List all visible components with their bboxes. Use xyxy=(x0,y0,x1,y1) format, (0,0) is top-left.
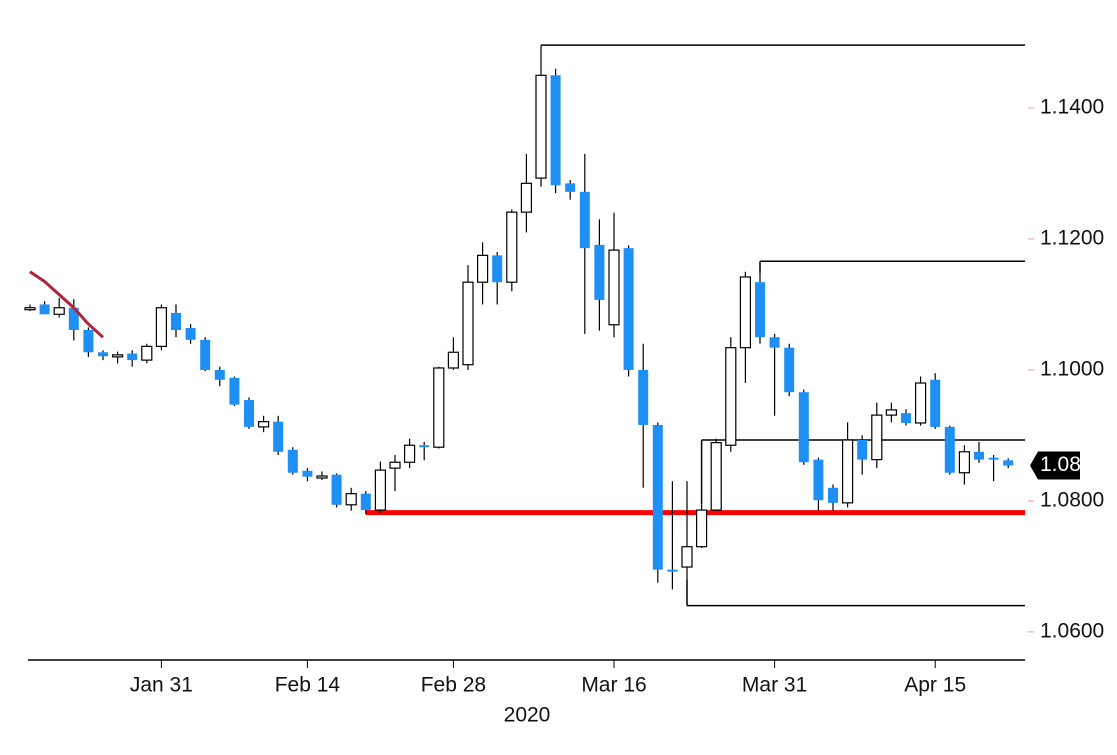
candle-body xyxy=(302,470,313,477)
candle-body xyxy=(784,347,795,393)
x-tick-label: Mar 16 xyxy=(581,674,646,697)
candle-body xyxy=(185,328,196,340)
x-tick-label: Feb 14 xyxy=(275,674,341,697)
candle-body xyxy=(171,312,181,330)
candle-body xyxy=(974,451,984,460)
candle-body xyxy=(550,75,561,186)
candle-body xyxy=(725,347,737,446)
moving-average xyxy=(29,270,105,339)
y-tick-label: 1.1200 xyxy=(1040,227,1104,250)
candle-body xyxy=(565,183,576,192)
candle-body xyxy=(695,509,708,548)
candle-body xyxy=(345,493,357,506)
candle-body xyxy=(98,352,108,357)
candle-body xyxy=(828,487,838,503)
x-tick-label: Apr 15 xyxy=(904,674,966,697)
candle-body xyxy=(871,414,883,461)
candle-body xyxy=(316,475,328,479)
candle-body xyxy=(594,244,605,300)
last-price-label: 1.0854 xyxy=(1040,453,1105,476)
y-tick-label: 1.0600 xyxy=(1040,619,1104,642)
candle-body xyxy=(244,400,254,427)
candle-body xyxy=(710,442,722,511)
candle-body xyxy=(83,330,94,353)
candle-body xyxy=(374,469,386,511)
candle-body xyxy=(214,369,225,380)
candle-body xyxy=(813,459,824,501)
candle-body xyxy=(520,182,533,213)
candle-body xyxy=(841,439,854,504)
y-tick-label: 1.0800 xyxy=(1040,488,1104,511)
candle-body xyxy=(155,307,167,347)
candle-body xyxy=(419,445,430,448)
candle-body xyxy=(404,444,416,463)
candle-body xyxy=(535,74,547,179)
candle-body xyxy=(229,377,240,405)
candle-body xyxy=(477,254,489,283)
candle-body xyxy=(579,191,590,249)
candle-body xyxy=(681,546,693,568)
candle-body xyxy=(857,440,868,460)
candle-body xyxy=(667,569,678,572)
candle-body xyxy=(623,248,634,370)
candle-body xyxy=(958,451,971,474)
candle-body xyxy=(944,426,955,473)
candle-body xyxy=(930,379,941,427)
candle-body xyxy=(360,493,371,511)
candle-body xyxy=(901,413,911,423)
y-tick-label: 1.1000 xyxy=(1040,357,1104,380)
candle-body xyxy=(258,421,270,428)
candle-body xyxy=(24,307,36,311)
x-tick-label: Jan 31 xyxy=(130,674,193,697)
x-tick-label: Mar 31 xyxy=(742,674,807,697)
candle-body xyxy=(885,409,898,416)
candle-body xyxy=(608,249,620,326)
candle-body xyxy=(68,307,79,330)
candle-body xyxy=(462,281,474,366)
candle-body xyxy=(638,369,649,425)
candle-body xyxy=(287,449,298,473)
candle-body xyxy=(447,351,459,369)
candle-body xyxy=(53,307,65,315)
candle-body xyxy=(988,457,999,460)
candle-body xyxy=(127,353,138,361)
candle-body xyxy=(389,461,401,469)
candle-body xyxy=(652,424,663,570)
candle-body xyxy=(433,367,445,448)
candle-body xyxy=(111,354,124,358)
y-tick-label: 1.1400 xyxy=(1040,96,1104,119)
candle-body xyxy=(914,382,927,424)
candle-body xyxy=(739,276,752,349)
x-axis-label: 2020 xyxy=(504,704,551,727)
x-tick-label: Feb 28 xyxy=(421,674,486,697)
candle-body xyxy=(1003,460,1014,466)
candle-body xyxy=(39,304,50,315)
candle-body xyxy=(769,337,780,348)
candle-body xyxy=(141,345,153,361)
candle-body xyxy=(273,421,284,452)
candle-body xyxy=(492,255,503,283)
candle-body xyxy=(755,282,765,338)
candle-body xyxy=(506,211,518,283)
candle-body xyxy=(331,474,342,505)
last-price-tag xyxy=(1030,451,1080,480)
candle-body xyxy=(798,392,809,463)
candle-body xyxy=(200,339,211,370)
